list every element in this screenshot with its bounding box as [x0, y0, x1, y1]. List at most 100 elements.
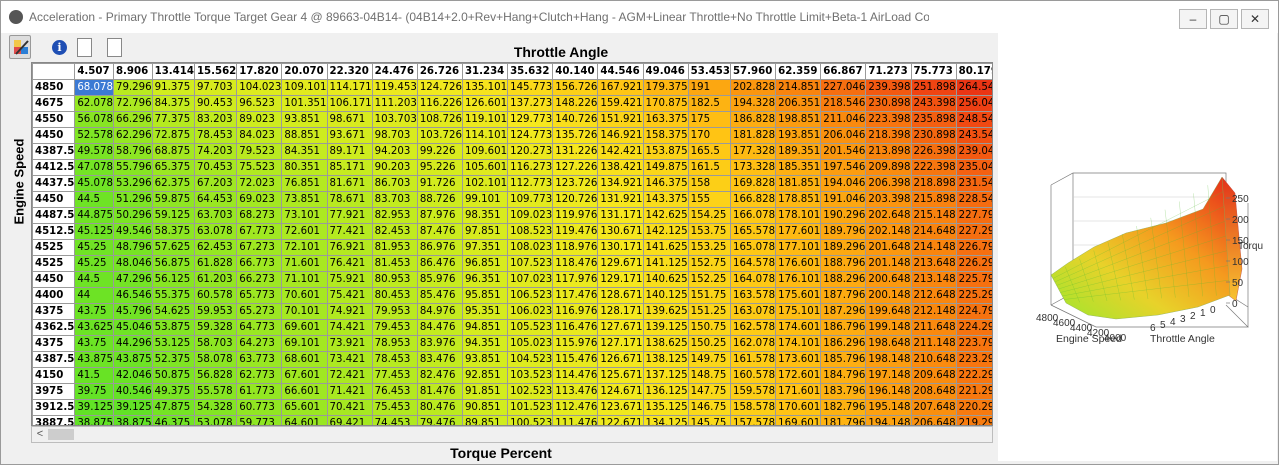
table-cell[interactable]: 137.273 — [507, 95, 554, 112]
table-cell[interactable]: 151.921 — [597, 111, 644, 128]
table-cell[interactable]: 163.578 — [729, 287, 777, 304]
table-cell[interactable]: 94.851 — [461, 319, 509, 336]
table-row[interactable]: 4375 43.75 44.296 53.125 58.703 64.273 69.101 7… — [32, 335, 992, 352]
table-cell[interactable]: 219.296 — [955, 415, 992, 425]
table-cell[interactable]: 64.773 — [236, 319, 283, 336]
table-cell[interactable]: 114.171 — [326, 79, 373, 96]
table-cell[interactable]: 53.078 — [193, 415, 238, 425]
table-cell[interactable]: 146.375 — [642, 175, 689, 192]
table-cell[interactable]: 124.773 — [507, 127, 554, 144]
table-cell[interactable]: 177.101 — [775, 239, 822, 256]
table-cell[interactable]: 56.875 — [151, 255, 195, 272]
table-cell[interactable]: 135.101 — [461, 79, 509, 96]
table-cell[interactable]: 115.476 — [552, 351, 599, 368]
table-cell[interactable]: 134.921 — [597, 175, 644, 192]
data-grid[interactable]: 4.507 8.906 13.414 15.562 17.820 20.070 22.320… — [32, 63, 992, 425]
table-row[interactable]: 4387.5 49.578 58.796 68.875 74.203 79.523 84.3… — [32, 143, 992, 160]
table-cell[interactable]: 85.476 — [416, 287, 463, 304]
table-cell[interactable]: 118.476 — [552, 255, 599, 272]
table-cell[interactable]: 156.726 — [552, 79, 599, 96]
table-cell[interactable]: 142.125 — [642, 223, 689, 240]
table-cell[interactable]: 80.453 — [371, 287, 418, 304]
table-cell[interactable]: 109.773 — [507, 191, 554, 208]
table-cell[interactable]: 209.648 — [910, 367, 957, 384]
info-icon[interactable]: i — [49, 35, 71, 59]
table-cell[interactable]: 81.671 — [326, 175, 373, 192]
table-cell[interactable]: 71.601 — [281, 255, 328, 272]
table-cell[interactable]: 67.773 — [236, 223, 283, 240]
table-cell[interactable]: 98.671 — [326, 111, 373, 128]
table-cell[interactable]: 124.726 — [416, 79, 463, 96]
table-cell[interactable]: 62.296 — [112, 127, 153, 144]
column-header[interactable]: 8.906 — [112, 63, 153, 80]
table-cell[interactable]: 59.773 — [236, 415, 283, 425]
table-cell[interactable]: 206.648 — [910, 415, 957, 425]
table-cell[interactable]: 226.796 — [955, 239, 992, 256]
table-cell[interactable]: 88.726 — [416, 191, 463, 208]
table-cell[interactable]: 188.296 — [820, 271, 867, 288]
table-cell[interactable]: 72.875 — [151, 127, 195, 144]
table-cell[interactable]: 76.421 — [326, 255, 373, 272]
table-cell[interactable]: 106.023 — [507, 303, 554, 320]
table-cell[interactable]: 131.171 — [597, 207, 644, 224]
document-icon[interactable] — [77, 38, 92, 57]
table-cell[interactable]: 119.476 — [552, 223, 599, 240]
table-cell[interactable]: 166.078 — [729, 207, 777, 224]
table-cell[interactable]: 95.226 — [416, 159, 463, 176]
table-row[interactable]: 4550 56.078 66.296 77.375 83.203 89.023 93.851… — [32, 111, 992, 128]
table-cell[interactable]: 198.648 — [865, 335, 912, 352]
column-header[interactable]: 20.070 — [281, 63, 328, 80]
table-cell[interactable]: 60.578 — [193, 287, 238, 304]
table-cell[interactable]: 60.773 — [236, 399, 283, 416]
table-cell[interactable]: 68.078 — [74, 79, 114, 96]
table-cell[interactable]: 53.125 — [151, 335, 195, 352]
table-cell[interactable]: 88.851 — [281, 127, 328, 144]
table-cell[interactable]: 45.25 — [74, 255, 114, 272]
table-cell[interactable]: 48.046 — [112, 255, 153, 272]
table-cell[interactable]: 149.875 — [642, 159, 689, 176]
table-cell[interactable]: 226.398 — [910, 143, 957, 160]
table-cell[interactable]: 165.5 — [687, 143, 731, 160]
table-cell[interactable]: 199.148 — [865, 319, 912, 336]
table-cell[interactable]: 75.453 — [371, 399, 418, 416]
table-cell[interactable]: 62.453 — [193, 239, 238, 256]
table-cell[interactable]: 55.796 — [112, 159, 153, 176]
column-header[interactable]: 17.820 — [236, 63, 283, 80]
row-header[interactable]: 4387.5 — [32, 351, 76, 368]
table-cell[interactable]: 73.421 — [326, 351, 373, 368]
table-cell[interactable]: 150.75 — [687, 319, 731, 336]
table-cell[interactable]: 127.226 — [552, 159, 599, 176]
table-row[interactable]: 4412.5 47.078 55.796 65.375 70.453 75.523 80.3… — [32, 159, 992, 176]
column-header[interactable]: 22.320 — [326, 63, 373, 80]
table-cell[interactable]: 165.578 — [729, 223, 777, 240]
table-cell[interactable]: 86.703 — [371, 175, 418, 192]
table-cell[interactable]: 178.851 — [775, 191, 822, 208]
table-cell[interactable]: 223.398 — [865, 111, 912, 128]
table-cell[interactable]: 86.976 — [416, 239, 463, 256]
table-cell[interactable]: 127.171 — [597, 335, 644, 352]
table-cell[interactable]: 55.375 — [151, 287, 195, 304]
table-cell[interactable]: 176.601 — [775, 255, 822, 272]
table-cell[interactable]: 140.125 — [642, 287, 689, 304]
table-cell[interactable]: 235.046 — [955, 159, 992, 176]
table-cell[interactable]: 78.453 — [371, 351, 418, 368]
maximize-button[interactable]: ▢ — [1210, 9, 1238, 29]
table-cell[interactable]: 76.851 — [281, 175, 328, 192]
table-cell[interactable]: 92.851 — [461, 367, 509, 384]
table-cell[interactable]: 38.875 — [74, 415, 114, 425]
table-cell[interactable]: 119.101 — [461, 111, 509, 128]
table-cell[interactable]: 108.023 — [507, 239, 554, 256]
table-cell[interactable]: 108.726 — [416, 111, 463, 128]
table-cell[interactable]: 166.828 — [729, 191, 777, 208]
table-cell[interactable]: 75.921 — [326, 271, 373, 288]
table-cell[interactable]: 116.976 — [552, 303, 599, 320]
table-cell[interactable]: 73.851 — [281, 191, 328, 208]
table-cell[interactable]: 102.523 — [507, 383, 554, 400]
table-cell[interactable]: 147.75 — [687, 383, 731, 400]
table-cell[interactable]: 43.875 — [74, 351, 114, 368]
table-row[interactable]: 4150 41.5 42.046 50.875 56.828 62.773 67.601 72… — [32, 367, 992, 384]
table-cell[interactable]: 187.796 — [820, 287, 867, 304]
table-cell[interactable]: 64.601 — [281, 415, 328, 425]
column-header[interactable]: 75.773 — [910, 63, 957, 80]
table-cell[interactable]: 87.976 — [416, 207, 463, 224]
